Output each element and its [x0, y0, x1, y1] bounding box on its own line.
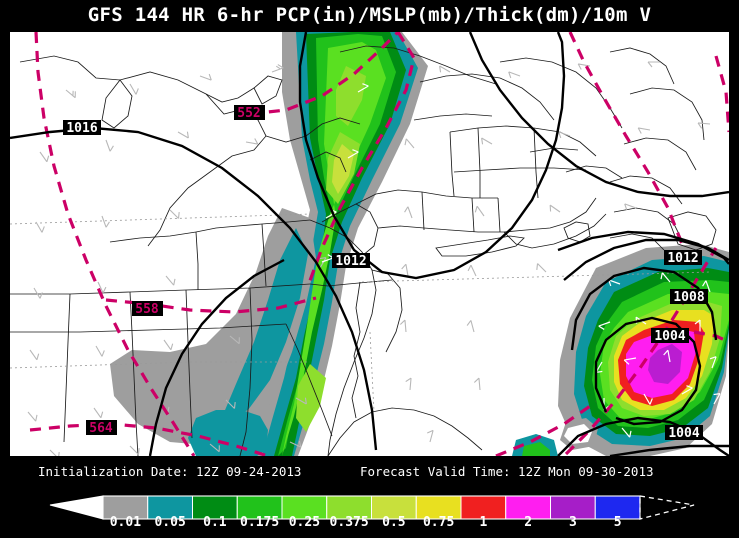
thickness-label-group: 552 558 564: [86, 105, 265, 436]
isobar-1004-outer: [557, 416, 729, 456]
thickness-contour-552: [249, 32, 400, 116]
title-bar: GFS 144 HR 6-hr PCP(in)/MSLP(mb)/Thick(d…: [0, 0, 739, 30]
isobar-1004-bottom: [609, 444, 729, 456]
isobar-label-1016: 1016: [63, 120, 101, 136]
isobar-label-text: 1012: [667, 251, 698, 266]
isobar-label-group: 1016 1012 1012 1008: [63, 120, 708, 441]
colorbar-tick-label: 0.75: [422, 515, 455, 530]
page-title: GFS 144 HR 6-hr PCP(in)/MSLP(mb)/Thick(d…: [87, 4, 652, 26]
geographic-outlines: [10, 45, 717, 456]
forecast-valid-time-label: Forecast Valid Time: 12Z Mon 09-30-2013: [360, 464, 654, 479]
isobar-1012-tropical: [563, 238, 729, 281]
precip-band-green-mid: [278, 34, 396, 456]
colorbar-tick-label: 5: [613, 515, 622, 530]
thickness-contour-east-long: [568, 32, 684, 245]
isobar-label-1008: 1008: [670, 289, 708, 305]
colorbar-tick-label: 0.05: [154, 515, 186, 530]
isobar-label-1004-south: 1004: [665, 425, 703, 441]
isobar-1012-ne: [468, 32, 729, 198]
thickness-contour-tropical: [714, 55, 729, 133]
map-panel: 1016 1012 1012 1008: [10, 32, 729, 456]
thickness-label-564: 564: [86, 420, 117, 436]
isobar-label-1012-east: 1012: [664, 250, 702, 266]
thickness-label-text: 552: [237, 106, 260, 121]
isobar-label-text: 1008: [673, 290, 704, 305]
precip-blob-green-bottom: [522, 442, 550, 456]
colorbar-cells: [102, 495, 641, 520]
colorbar-tick-label: 2: [524, 515, 533, 530]
colorbar-tick-label: 1: [479, 515, 488, 530]
precipitation-colorbar: 0.01 0.05 0.1 0.175 0.25 0.375 0.5 0.75 1 2 3 5: [0, 492, 739, 538]
thickness-contour-564: [29, 422, 269, 456]
isobar-label-text: 1004: [654, 329, 685, 344]
thickness-contours: [29, 32, 729, 456]
thickness-contour-558: [105, 296, 317, 314]
colorbar-tick-label: 0.01: [109, 515, 142, 530]
secondary-boundaries: [10, 213, 711, 413]
isobar-label-1004: 1004: [651, 328, 689, 344]
thickness-label-text: 558: [135, 302, 159, 317]
thickness-contour-552-east: [306, 32, 416, 287]
tropical-precip-smudge-white: [564, 424, 592, 444]
thickness-contour-552-west: [34, 32, 196, 456]
tropical-precip-purple: [648, 344, 682, 384]
colorbar-tick-label: 0.1: [203, 515, 227, 530]
precip-core-yellowgreen-south: [296, 364, 326, 432]
footer-info: Initialization Date: 12Z 09-24-2013 Fore…: [0, 460, 739, 486]
thickness-label-text: 564: [89, 421, 113, 436]
colorbar-tick-label: 0.175: [240, 515, 280, 530]
thickness-label-558: 558: [132, 301, 163, 317]
isobar-lower-left: [148, 258, 285, 456]
wind-barbs: [27, 61, 711, 456]
initialization-date-label: Initialization Date: 12Z 09-24-2013: [38, 464, 302, 479]
isobar-label-text: 1012: [335, 254, 366, 269]
isobar-label-text: 1016: [66, 121, 97, 136]
isobar-label-1012-center: 1012: [332, 253, 370, 269]
precip-patch-teal-southwest: [188, 410, 268, 456]
colorbar-tick-label: 0.5: [382, 515, 406, 530]
isobar-1012-main: [298, 32, 566, 280]
thickness-label-552: 552: [234, 105, 265, 121]
colorbar-tick-label: 0.375: [329, 515, 369, 530]
colorbar-tick-label: 0.25: [288, 515, 321, 530]
precip-band-green-bright: [282, 42, 386, 456]
thickness-contour-low-swirl: [564, 247, 718, 456]
colorbar-tick-label: 3: [568, 515, 577, 530]
isobar-label-text: 1004: [668, 426, 699, 441]
isobar-1016: [10, 126, 378, 451]
colorbar-over-arrow: [639, 495, 695, 520]
